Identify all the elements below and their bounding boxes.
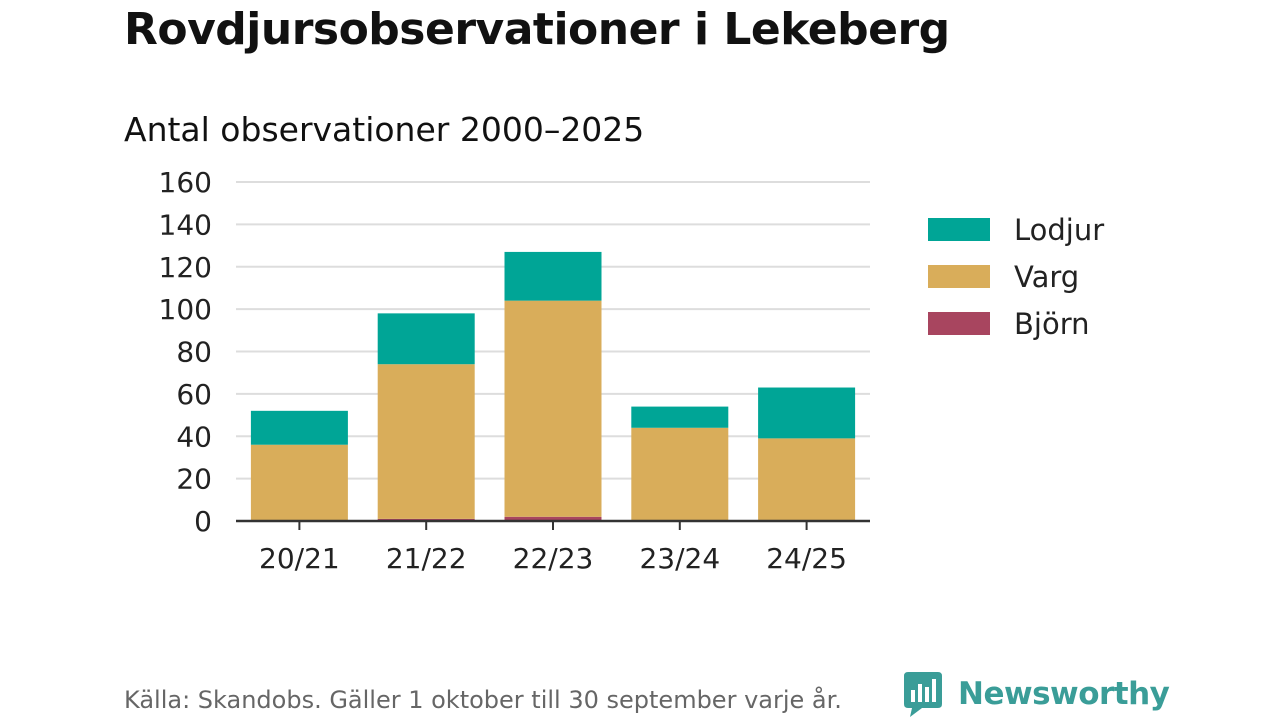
y-tick-label: 100 bbox=[159, 293, 212, 326]
bars bbox=[250, 251, 856, 521]
stacked-bar-chart: 0 20 40 60 80 100 120 140 160 20/21 21/22 22/23 23/… bbox=[159, 166, 870, 575]
y-tick-label: 140 bbox=[159, 208, 212, 241]
logo-text: Newsworthy bbox=[958, 676, 1170, 712]
bar-varg-22-23 bbox=[504, 300, 602, 517]
y-tick-label: 0 bbox=[194, 505, 212, 538]
x-tick-label: 20/21 bbox=[259, 542, 340, 575]
legend-swatch bbox=[928, 265, 990, 288]
y-tick-label: 40 bbox=[176, 420, 212, 453]
bar-varg-20-21 bbox=[250, 444, 348, 521]
bar-lodjur-23-24 bbox=[631, 406, 729, 428]
legend-item-bjrn: Björn bbox=[928, 300, 1104, 347]
x-tick-label: 21/22 bbox=[386, 542, 467, 575]
legend-item-lodjur: Lodjur bbox=[928, 206, 1104, 253]
x-tick-labels: 20/21 21/22 22/23 23/24 24/25 bbox=[259, 542, 847, 575]
x-axis bbox=[236, 519, 870, 530]
y-tick-label: 120 bbox=[159, 251, 212, 284]
source-note: Källa: Skandobs. Gäller 1 oktober till 3… bbox=[124, 686, 842, 714]
legend-label: Björn bbox=[1014, 306, 1090, 341]
newsworthy-logo: Newsworthy bbox=[902, 670, 1170, 718]
legend-swatch bbox=[928, 218, 990, 241]
bar-varg-24-25 bbox=[758, 438, 856, 521]
legend-label: Lodjur bbox=[1014, 212, 1105, 247]
y-tick-label: 160 bbox=[159, 166, 212, 199]
bar-lodjur-21-22 bbox=[377, 313, 475, 365]
x-tick-label: 22/23 bbox=[513, 542, 594, 575]
bar-lodjur-24-25 bbox=[758, 387, 856, 439]
chart-title: Rovdjursobservationer i Lekeberg bbox=[124, 4, 950, 55]
x-tick-label: 24/25 bbox=[766, 542, 847, 575]
legend-item-varg: Varg bbox=[928, 253, 1104, 300]
legend: Lodjur Varg Björn bbox=[928, 206, 1104, 347]
y-tick-label: 80 bbox=[176, 336, 212, 369]
chart-subtitle: Antal observationer 2000–2025 bbox=[124, 110, 645, 149]
bar-bjrn-22-23 bbox=[504, 516, 602, 521]
y-tick-label: 20 bbox=[176, 463, 212, 496]
y-tick-label: 60 bbox=[176, 378, 212, 411]
y-tick-labels: 0 20 40 60 80 100 120 140 160 bbox=[159, 166, 212, 538]
newsworthy-logo-icon bbox=[904, 672, 942, 717]
bar-lodjur-20-21 bbox=[250, 410, 348, 445]
bar-varg-21-22 bbox=[377, 364, 475, 519]
legend-swatch bbox=[928, 312, 990, 335]
x-tick-label: 23/24 bbox=[639, 542, 720, 575]
bar-lodjur-22-23 bbox=[504, 251, 602, 301]
legend-label: Varg bbox=[1014, 259, 1080, 294]
bar-varg-23-24 bbox=[631, 427, 729, 521]
